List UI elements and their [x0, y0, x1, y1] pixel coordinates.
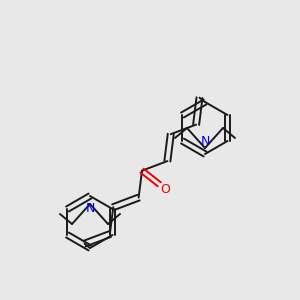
Text: O: O: [160, 183, 170, 196]
Text: N: N: [200, 135, 210, 148]
Text: N: N: [85, 202, 95, 215]
